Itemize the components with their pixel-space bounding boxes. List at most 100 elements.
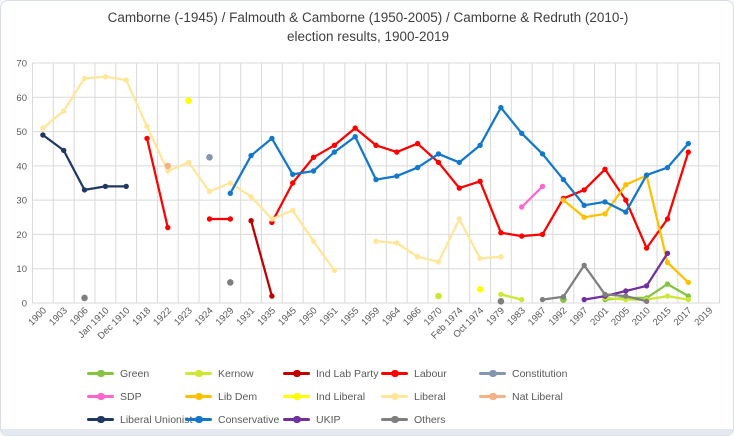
- series-nat-liberal: [164, 162, 172, 170]
- legend-item-sdp: SDP: [87, 385, 185, 408]
- data-point: [560, 197, 567, 203]
- data-point: [539, 296, 546, 303]
- data-point: [248, 218, 254, 224]
- data-point: [40, 132, 46, 138]
- data-point: [248, 194, 254, 200]
- data-point: [581, 214, 587, 220]
- data-point: [602, 211, 608, 217]
- data-point: [227, 216, 233, 222]
- data-point: [394, 149, 400, 155]
- legend-item-labour: Labour: [381, 362, 479, 385]
- legend-marker: [381, 392, 408, 401]
- data-point: [123, 77, 129, 83]
- x-tick-label: 1924: [193, 305, 216, 328]
- data-point: [165, 224, 171, 231]
- data-point: [394, 240, 400, 246]
- legend-label: UKIP: [316, 413, 341, 426]
- data-point: [456, 159, 462, 166]
- data-point: [61, 108, 67, 114]
- data-point: [81, 187, 88, 193]
- x-tick-label: 1964: [380, 305, 403, 328]
- data-point: [373, 176, 379, 183]
- legend-marker: [283, 369, 310, 378]
- chart-title-line2: election results, 1900-2019: [286, 29, 450, 44]
- data-point: [102, 183, 109, 190]
- legend-item-constitution: Constitution: [479, 362, 577, 385]
- data-point: [227, 180, 233, 186]
- legend-item-kernow: Kernow: [185, 362, 283, 385]
- data-point: [685, 140, 691, 147]
- data-point: [81, 294, 88, 302]
- data-point: [602, 199, 608, 205]
- data-point: [414, 164, 421, 171]
- x-tick-label: 1987: [526, 305, 549, 328]
- legend-marker: [381, 369, 408, 378]
- data-point: [227, 279, 234, 286]
- chart-legend: Green Kernow Ind Lab Party Labour Constituti…: [87, 362, 577, 431]
- bottom-strip: [1, 429, 733, 435]
- data-point: [206, 216, 213, 222]
- x-tick-label: 1923: [172, 305, 195, 328]
- x-tick-label: 1951: [318, 305, 341, 328]
- data-point: [310, 168, 317, 174]
- data-point: [310, 154, 317, 160]
- y-tick-label: 30: [16, 196, 27, 207]
- series-labour: [144, 125, 691, 251]
- x-tick-label: 1929: [214, 305, 237, 328]
- data-point: [331, 267, 338, 274]
- legend-marker: [381, 415, 408, 424]
- legend-marker: [283, 415, 310, 424]
- legend-marker: [87, 369, 114, 378]
- data-point: [290, 180, 296, 186]
- data-point: [581, 187, 587, 193]
- data-point: [164, 162, 172, 170]
- legend-label: Kernow: [218, 367, 254, 380]
- legend-label: Nat Liberal: [512, 390, 563, 403]
- legend-label: Labour: [414, 367, 447, 380]
- legend-label: Conservative: [218, 413, 280, 426]
- x-tick-label: 1983: [505, 305, 528, 328]
- data-point: [498, 291, 504, 298]
- data-point: [498, 254, 504, 260]
- legend-marker: [185, 392, 212, 401]
- data-point: [623, 293, 629, 299]
- legend-marker: [87, 392, 114, 401]
- legend-item-conservative: Conservative: [185, 408, 283, 431]
- data-point: [456, 216, 462, 222]
- data-point: [61, 147, 67, 154]
- legend-label: Lib Dem: [218, 390, 258, 403]
- series-ind-lab-party: [248, 218, 275, 299]
- y-tick-label: 40: [16, 161, 27, 172]
- y-tick-label: 70: [16, 59, 27, 70]
- data-point: [144, 123, 150, 130]
- data-point: [269, 216, 275, 222]
- data-point: [539, 183, 546, 190]
- data-point: [185, 159, 192, 166]
- x-tick-label: 1918: [130, 305, 153, 328]
- legend-label: Liberal: [414, 390, 446, 403]
- data-point: [623, 209, 629, 215]
- data-point: [414, 254, 421, 260]
- data-point: [290, 207, 296, 214]
- data-point: [269, 135, 275, 142]
- data-point: [664, 293, 671, 299]
- data-point: [206, 154, 213, 161]
- x-tick-label: 1903: [47, 305, 70, 328]
- x-tick-label: 2010: [630, 305, 653, 328]
- data-point: [352, 134, 358, 140]
- data-point: [394, 173, 400, 179]
- data-point: [476, 286, 484, 293]
- legend-marker: [479, 392, 506, 401]
- data-point: [602, 291, 608, 298]
- legend-marker: [479, 369, 506, 378]
- data-point: [498, 230, 504, 236]
- data-point: [331, 142, 338, 148]
- data-point: [519, 204, 525, 210]
- legend-item-liberal-unionist: Liberal Unionist: [87, 408, 192, 431]
- legend-label: Ind Lab Party: [316, 367, 379, 380]
- legend-item-green: Green: [87, 362, 185, 385]
- y-tick-label: 20: [16, 230, 27, 241]
- x-tick-label: 1955: [339, 305, 362, 328]
